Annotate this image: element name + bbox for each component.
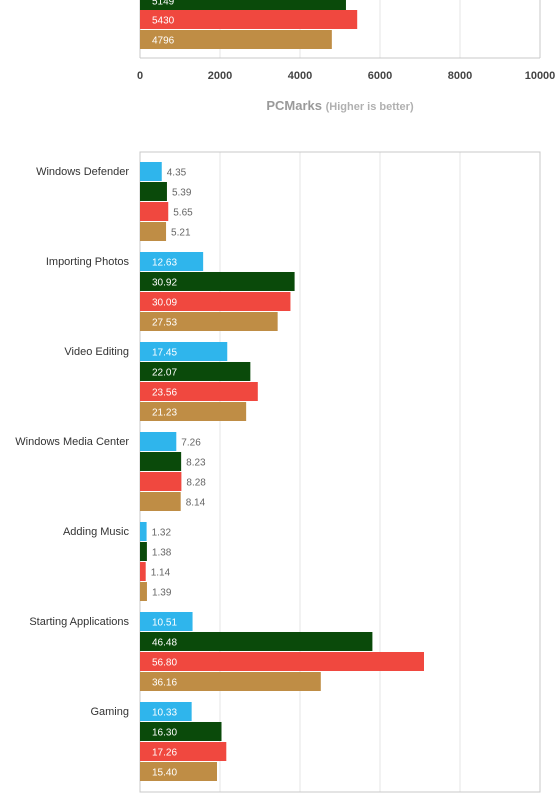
bar-label: 10.51 [152,618,177,629]
bar [140,202,169,221]
bar [140,382,258,401]
top-axis-title: PCMarks (Higher is better) [266,98,414,113]
bar-label: 27.53 [152,318,177,329]
bar-label: 15.40 [152,768,177,779]
bar-label: 10.33 [152,708,177,719]
bar-label: 8.14 [186,498,206,509]
bar [140,272,295,291]
top-bar-label: 5430 [152,16,175,27]
bar [140,452,182,471]
top-tick-label: 8000 [448,70,472,82]
bar-label: 17.26 [152,748,177,759]
bar-label: 23.56 [152,388,177,399]
bar-label: 1.14 [151,568,171,579]
bar [140,402,247,421]
pcmarks-chart: 5149 5430 4796 0 2000 4000 6000 8000 10000 PCMark… [137,0,555,113]
bar-label: 1.39 [152,588,172,599]
top-tick-label: 10000 [525,70,556,82]
bar-label: 1.38 [152,548,172,559]
bar-label: 17.45 [152,348,177,359]
bar [140,702,192,721]
top-bar [140,0,346,10]
bar-label: 36.16 [152,678,177,689]
bar-label: 5.21 [171,228,191,239]
bar [140,582,147,601]
bar [140,722,222,741]
top-bar [140,30,332,49]
bar [140,742,227,761]
bar-label: 30.92 [152,278,177,289]
bar [140,222,167,241]
bottom-frame [139,151,541,793]
bar-label: 1.32 [152,528,172,539]
bar-label: 21.23 [152,408,177,419]
top-tick-label: 6000 [368,70,392,82]
bar-label: 7.26 [181,438,201,449]
bar [140,762,217,781]
top-tick-label: 2000 [208,70,232,82]
bar [140,542,147,561]
category-label: Windows Defender [36,166,129,178]
category-label: Adding Music [63,526,130,538]
bar-label: 46.48 [152,638,177,649]
bar-label: 4.35 [167,168,187,179]
category-label: Windows Media Center [15,436,129,448]
top-bar [140,10,358,29]
bar [140,362,251,381]
category-label: Video Editing [64,346,129,358]
bar [140,182,167,201]
top-tick-label: 0 [137,70,143,82]
top-tick-label: 4000 [288,70,312,82]
bar [140,252,204,271]
bar [140,312,278,331]
bar [140,562,146,581]
bar-label: 56.80 [152,658,177,669]
category-label: Gaming [90,706,129,718]
bar [140,522,147,541]
category-label: Importing Photos [46,256,130,268]
bar [140,162,162,181]
category-label: Starting Applications [29,616,129,628]
bar [140,472,182,491]
bar [140,672,321,691]
bar [140,292,291,311]
bar [140,652,424,671]
bar [140,612,193,631]
bar-label: 30.09 [152,298,177,309]
bar [140,492,181,511]
bar-label: 8.23 [186,458,206,469]
bar [140,342,228,361]
bar-label: 22.07 [152,368,177,379]
top-bar-label: 4796 [152,36,175,47]
bar-label: 8.28 [186,478,206,489]
bar-label: 12.63 [152,258,177,269]
task-times-chart: Windows Defender 4.35 5.39 5.65 5.21 Importin… [15,151,541,793]
top-bar-label: 5149 [152,0,175,8]
bar [140,432,177,451]
bar [140,632,373,651]
bar-label: 16.30 [152,728,177,739]
bar-label: 5.65 [173,208,193,219]
bar-label: 5.39 [172,188,192,199]
